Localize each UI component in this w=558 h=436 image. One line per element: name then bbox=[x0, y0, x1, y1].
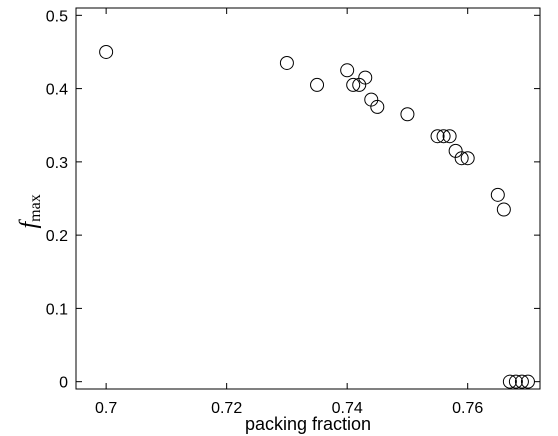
y-tick-label: 0.1 bbox=[46, 301, 68, 318]
data-point bbox=[370, 99, 385, 114]
y-tick-label: 0.5 bbox=[46, 8, 68, 25]
y-tick-label: 0 bbox=[59, 375, 68, 392]
data-points bbox=[99, 44, 535, 389]
y-tick-label: 0.3 bbox=[46, 155, 68, 172]
data-point bbox=[99, 44, 114, 59]
axis-ticks: 0.7 0.72 0.74 0.76 0 0.1 0.2 0.3 0.4 0.5 bbox=[46, 8, 540, 417]
data-point bbox=[400, 107, 415, 122]
x-tick-label: 0.7 bbox=[95, 400, 117, 417]
y-tick-label: 0.4 bbox=[46, 82, 68, 99]
y-tick-label: 0.2 bbox=[46, 228, 68, 245]
data-point bbox=[346, 77, 361, 92]
data-point bbox=[430, 129, 445, 144]
plot-frame bbox=[75, 7, 541, 390]
data-point bbox=[358, 70, 373, 85]
data-point bbox=[490, 187, 505, 202]
data-point bbox=[340, 63, 355, 78]
x-axis-label: packing fraction bbox=[245, 414, 371, 434]
data-point bbox=[279, 55, 294, 70]
y-axis-label: fmax bbox=[16, 194, 44, 228]
data-point bbox=[514, 374, 529, 389]
y-axis-label-subscript: max bbox=[27, 194, 44, 222]
data-point bbox=[502, 374, 517, 389]
data-point bbox=[442, 129, 457, 144]
data-point bbox=[508, 374, 523, 389]
x-tick-label: 0.74 bbox=[332, 400, 363, 417]
data-point bbox=[460, 151, 475, 166]
x-tick-label: 0.76 bbox=[452, 400, 483, 417]
data-point bbox=[454, 151, 469, 166]
x-tick-label: 0.72 bbox=[211, 400, 242, 417]
y-axis-label-main: f bbox=[16, 219, 42, 229]
data-point bbox=[520, 374, 535, 389]
data-point bbox=[436, 129, 451, 144]
data-point bbox=[310, 77, 325, 92]
data-point bbox=[496, 202, 511, 217]
